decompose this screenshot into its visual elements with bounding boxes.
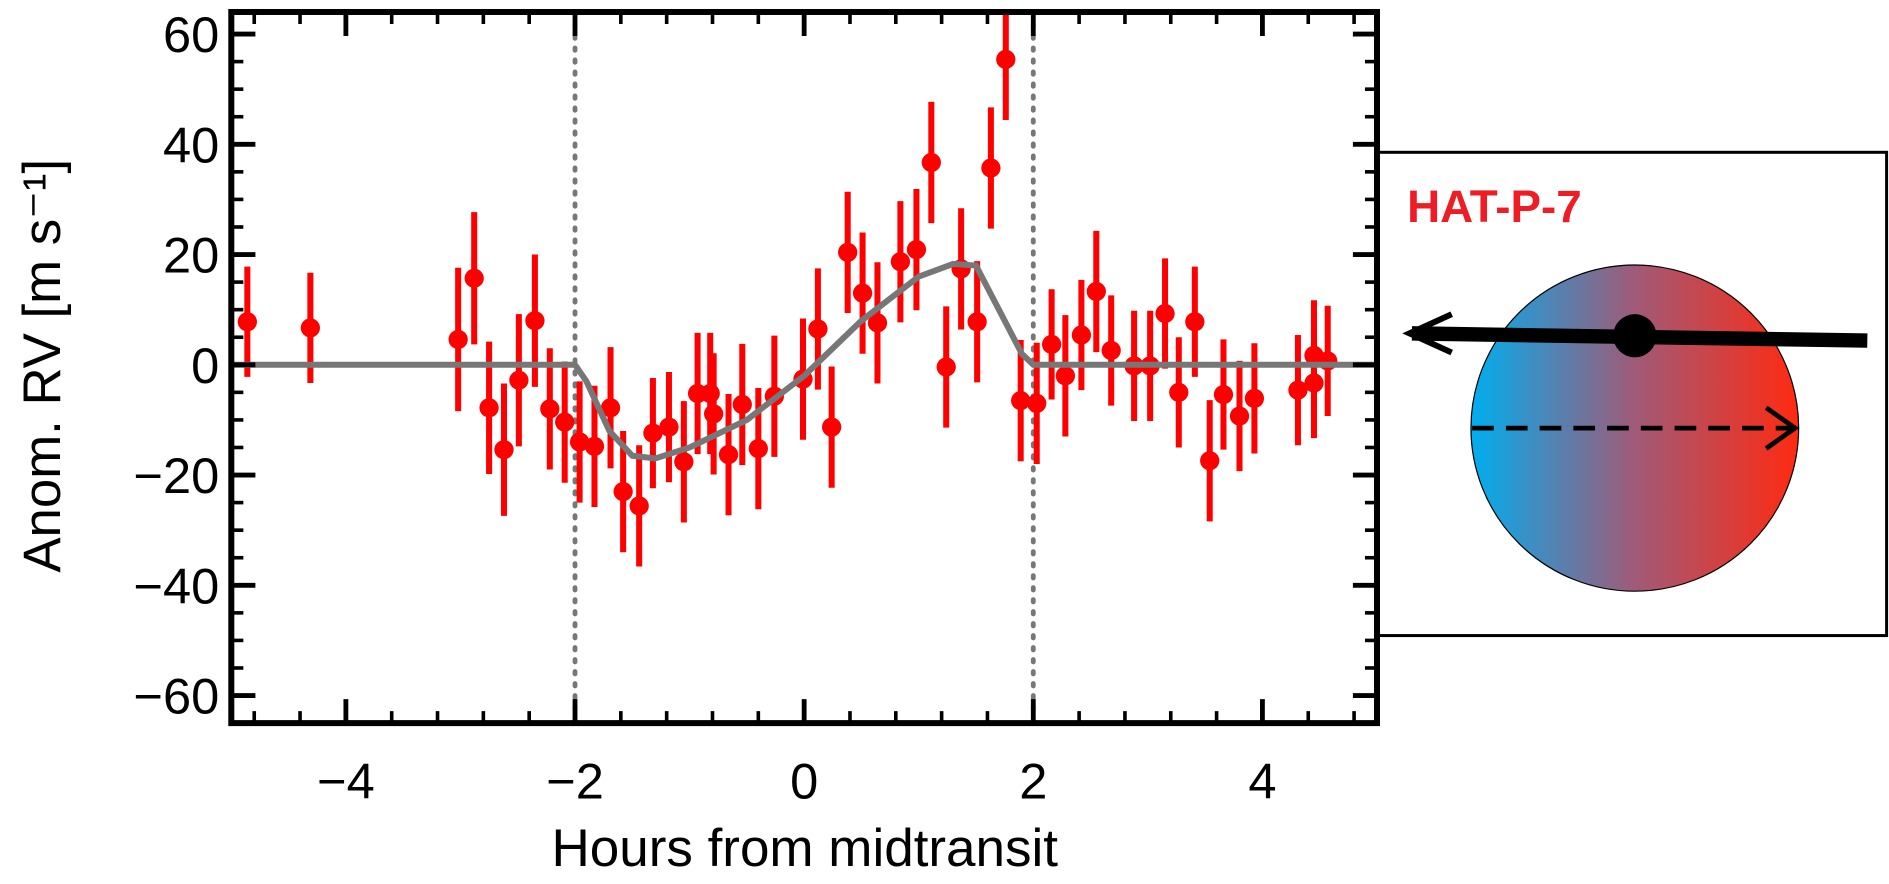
data-point [659, 417, 679, 437]
data-point [852, 283, 873, 303]
data-point [509, 370, 529, 390]
data-point [600, 398, 621, 418]
data-point [448, 329, 468, 350]
data-point [867, 313, 888, 333]
y-axis-label: Anom. RV [m s⁻¹] [13, 159, 72, 573]
data-point [525, 311, 545, 331]
planet [1613, 314, 1657, 358]
data-point [822, 417, 842, 437]
x-tick-label: −4 [317, 753, 375, 810]
data-point [967, 312, 987, 332]
data-point [300, 318, 320, 338]
data-point [748, 438, 768, 459]
data-point [718, 445, 739, 465]
data-point [569, 432, 590, 452]
data-point [936, 357, 956, 377]
y-tick-label: 20 [163, 227, 219, 284]
data-point [981, 158, 1001, 178]
inset: HAT-P-7 [1375, 150, 1889, 638]
axes-box [228, 8, 1381, 727]
data-point [921, 152, 941, 173]
y-tick-label: −60 [133, 668, 219, 725]
data-point [494, 440, 514, 460]
data-point [540, 399, 560, 419]
data-point [1055, 366, 1076, 386]
data-point [613, 481, 633, 502]
data-point [1011, 391, 1031, 411]
x-tick-label: 2 [1019, 753, 1047, 810]
data-point [1169, 382, 1189, 402]
data-point [1200, 451, 1220, 471]
data-point [1185, 312, 1205, 332]
data-point [808, 319, 828, 339]
data-point [838, 242, 858, 262]
y-tick-label: −40 [133, 557, 219, 614]
data-point [996, 49, 1016, 69]
data-point [237, 312, 257, 332]
data-point [1244, 388, 1265, 409]
spin-arrowhead [1764, 405, 1800, 451]
orbit-arrowhead [1402, 311, 1453, 356]
data-point [674, 452, 694, 472]
x-axis-label: Hours from midtransit [551, 819, 1058, 878]
data-point [479, 398, 499, 418]
x-tick-label: 0 [790, 753, 818, 810]
data-point [584, 436, 605, 456]
data-point [1229, 406, 1250, 426]
y-tick-label: 60 [163, 6, 219, 63]
data-point [1304, 373, 1324, 393]
data-point [700, 383, 720, 404]
data-point [555, 412, 575, 432]
inset-label: HAT-P-7 [1407, 181, 1582, 232]
data-point [629, 496, 649, 516]
data-point [1101, 340, 1121, 361]
plot-area [231, 11, 1377, 724]
data-point [1027, 393, 1047, 413]
data-point [1041, 334, 1062, 354]
y-tick-label: 40 [163, 116, 219, 173]
data-point [704, 404, 724, 424]
data-point [1071, 325, 1092, 345]
data-point [464, 268, 484, 288]
y-tick-label: −20 [133, 447, 219, 504]
data-point [732, 394, 752, 415]
x-tick-label: 4 [1248, 753, 1276, 810]
model-curve [231, 260, 1377, 462]
data-point [1155, 303, 1175, 324]
data-point [906, 239, 927, 260]
data-point [1213, 384, 1234, 405]
data-point [643, 423, 663, 443]
y-tick-label: 0 [191, 337, 219, 394]
data-point [890, 252, 911, 272]
data-point [1288, 380, 1308, 400]
x-tick-label: −2 [546, 753, 604, 810]
data-point [1086, 281, 1106, 302]
